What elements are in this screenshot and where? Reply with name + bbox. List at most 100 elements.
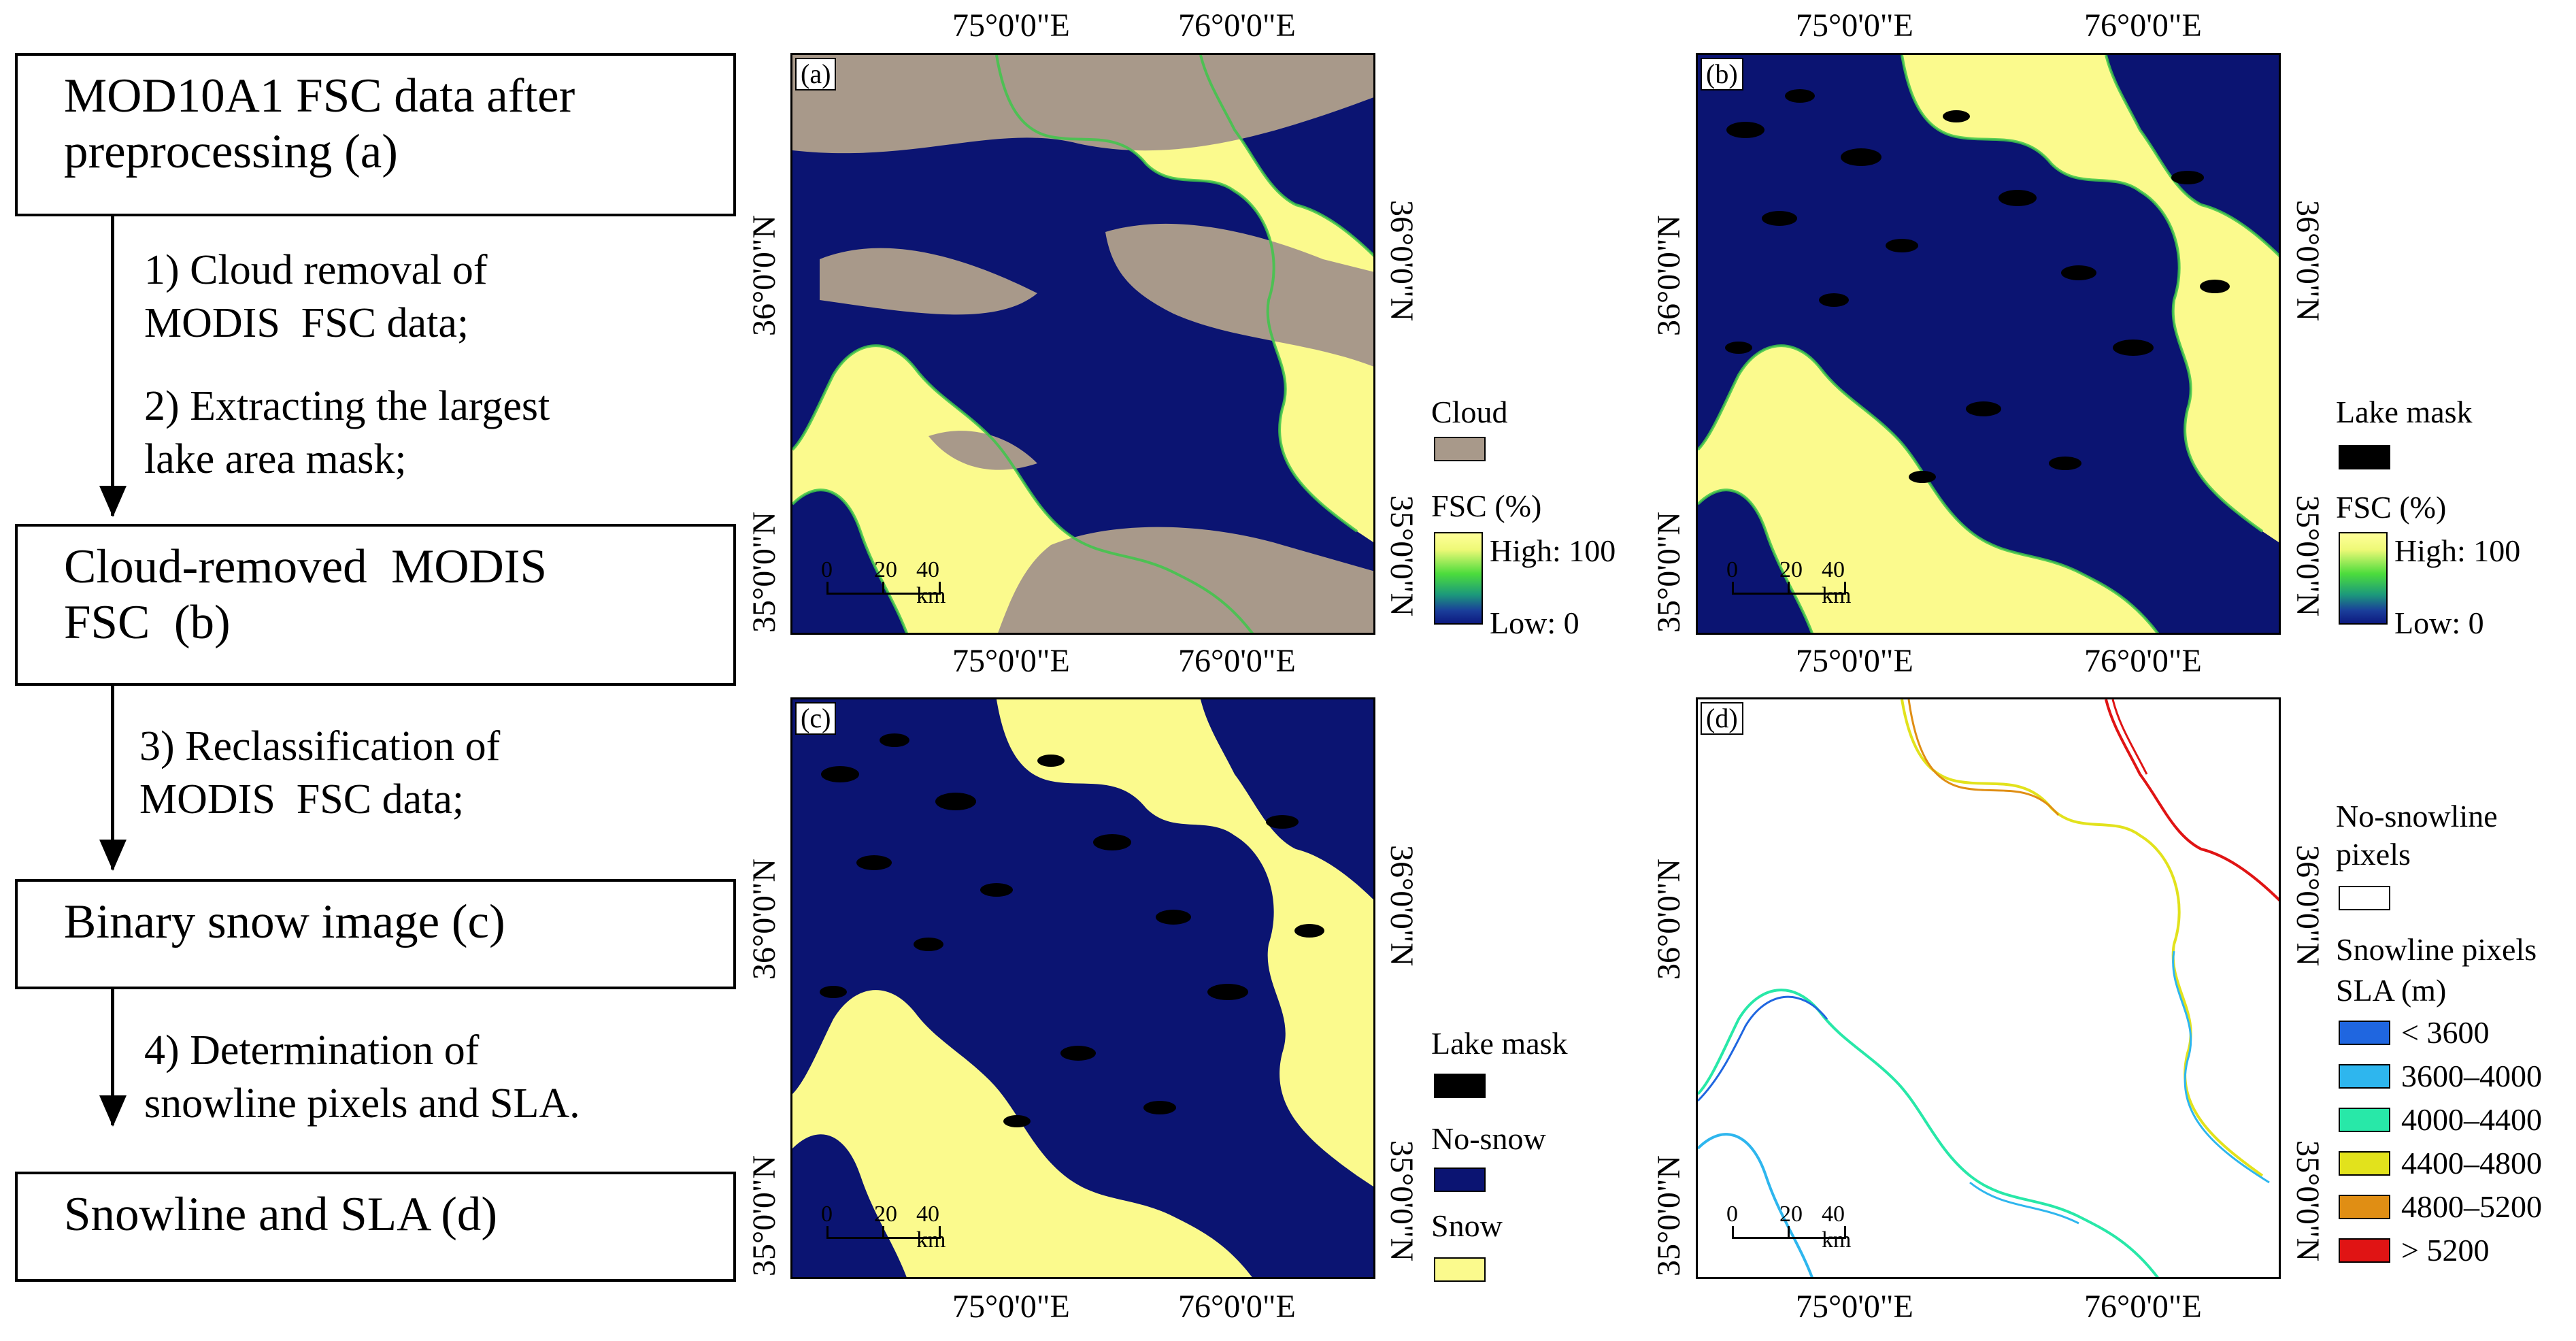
legend-d-swatch-4 <box>2339 1195 2390 1219</box>
legend-c-snow-swatch <box>1434 1257 1486 1282</box>
legend-a-cloud-swatch <box>1434 437 1486 461</box>
lon-bot-d-1: 75°0'0"E <box>1796 1289 1913 1325</box>
legend-a-fsc-ramp <box>1434 532 1483 625</box>
lon-bot-b-1: 75°0'0"E <box>1796 643 1913 679</box>
panel-c-tag: (c) <box>795 702 837 735</box>
lat-right-a-1: 36°0'0"N <box>1384 200 1420 322</box>
legend-c-snow-label: Snow <box>1431 1208 1503 1243</box>
scalebar-b-0: 0 <box>1726 557 1738 582</box>
legend-b-low: Low: 0 <box>2394 606 2484 640</box>
legend-d-class-label-4: 4800–5200 <box>2401 1189 2542 1224</box>
flow-box-a: MOD10A1 FSC data after preprocessing (a) <box>15 53 736 216</box>
lat-right-d-2: 35°0'0"N <box>2290 1140 2326 1262</box>
map-panel-b: (b) 0 20 40 km <box>1696 53 2281 635</box>
scalebar-b-20: 20 <box>1779 557 1803 582</box>
step-1: 1) Cloud removal of MODIS FSC data; <box>144 247 488 346</box>
arrow-3 <box>99 989 127 1127</box>
legend-d-class-label-1: 3600–4000 <box>2401 1059 2542 1093</box>
legend-a-low: Low: 0 <box>1490 606 1579 640</box>
lon-bot-d-2: 76°0'0"E <box>2084 1289 2202 1325</box>
map-c-raster <box>792 699 1373 1277</box>
legend-b-lake-label: Lake mask <box>2336 395 2473 429</box>
lon-top-b-2: 76°0'0"E <box>2084 7 2202 44</box>
flow-box-a-text: MOD10A1 FSC data after preprocessing (a) <box>64 69 588 178</box>
lat-right-b-1: 36°0'0"N <box>2290 200 2326 322</box>
legend-c-nosnow-label: No-snow <box>1431 1121 1546 1156</box>
step-3: 3) Reclassification of MODIS FSC data; <box>139 723 501 823</box>
lon-top-a-2: 76°0'0"E <box>1178 7 1296 44</box>
scalebar-c: 0 20 40 km <box>814 1202 950 1253</box>
legend-c-nosnow-swatch <box>1434 1168 1486 1192</box>
flow-box-c-text: Binary snow image (c) <box>64 895 505 948</box>
scalebar-c-0: 0 <box>821 1202 833 1227</box>
lat-left-a-1: 36°0'0"N <box>746 214 782 336</box>
lat-left-d-2: 35°0'0"N <box>1651 1155 1687 1276</box>
scalebar-d-0: 0 <box>1726 1202 1738 1227</box>
legend-d-class-label-5: > 5200 <box>2401 1233 2490 1268</box>
lat-left-b-1: 36°0'0"N <box>1651 214 1687 336</box>
flow-box-d-text: Snowline and SLA (d) <box>64 1188 497 1241</box>
scalebar-d: 0 20 40 km <box>1720 1202 1856 1253</box>
step-4: 4) Determination of snowline pixels and … <box>144 1027 580 1127</box>
lon-bot-a-1: 75°0'0"E <box>952 643 1070 679</box>
legend-d-swatch-1 <box>2339 1064 2390 1089</box>
arrow-2 <box>99 686 127 871</box>
legend-d-class-label-0: < 3600 <box>2401 1015 2490 1050</box>
lon-bot-a-2: 76°0'0"E <box>1178 643 1296 679</box>
legend-a-high: High: 100 <box>1490 533 1616 568</box>
legend-d-swatch-5 <box>2339 1238 2390 1263</box>
panel-a-tag: (a) <box>795 58 837 90</box>
legend-d-class-label-2: 4000–4400 <box>2401 1102 2542 1137</box>
step-2: 2) Extracting the largest lake area mask… <box>144 383 550 482</box>
flow-box-d: Snowline and SLA (d) <box>15 1172 736 1282</box>
panel-b-tag: (b) <box>1701 58 1743 90</box>
map-d-raster <box>1698 699 2279 1277</box>
flow-box-c: Binary snow image (c) <box>15 879 736 989</box>
map-panel-d: (d) 0 20 40 km <box>1696 697 2281 1279</box>
lat-left-d-1: 36°0'0"N <box>1651 858 1687 980</box>
legend-d-swatch-0 <box>2339 1021 2390 1045</box>
legend-d-snowline-label: Snowline pixels <box>2336 932 2537 967</box>
legend-a-cloud-label: Cloud <box>1431 395 1508 429</box>
lon-bot-c-2: 76°0'0"E <box>1178 1289 1296 1325</box>
lat-left-c-1: 36°0'0"N <box>746 858 782 980</box>
lon-bot-b-2: 76°0'0"E <box>2084 643 2202 679</box>
panel-d-tag: (d) <box>1701 702 1743 735</box>
map-panel-c: (c) 0 20 40 km <box>790 697 1375 1279</box>
legend-b-fsc-label: FSC (%) <box>2336 490 2447 525</box>
legend-d-class-label-3: 4400–4800 <box>2401 1146 2542 1180</box>
lat-left-b-2: 35°0'0"N <box>1651 511 1687 633</box>
lat-left-a-2: 35°0'0"N <box>746 511 782 633</box>
lat-right-a-2: 35°0'0"N <box>1384 495 1420 617</box>
scalebar-c-20: 20 <box>874 1202 897 1227</box>
flow-box-b-text: Cloud-removed MODIS FSC (b) <box>64 540 547 649</box>
lat-right-c-1: 36°0'0"N <box>1384 845 1420 967</box>
map-a-raster <box>792 55 1373 633</box>
legend-c-lake-label: Lake mask <box>1431 1026 1568 1061</box>
lon-top-a-1: 75°0'0"E <box>952 7 1070 44</box>
legend-d-swatch-2 <box>2339 1108 2390 1132</box>
legend-d-nosnowline-swatch <box>2339 886 2390 910</box>
scalebar-c-40: 40 km <box>916 1202 946 1253</box>
scalebar-a-20: 20 <box>874 557 897 582</box>
legend-b-high: High: 100 <box>2394 533 2521 568</box>
scalebar-d-20: 20 <box>1779 1202 1803 1227</box>
legend-b-lake-swatch <box>2339 445 2390 469</box>
legend-c-lake-swatch <box>1434 1074 1486 1098</box>
map-b-raster <box>1698 55 2279 633</box>
scalebar-b: 0 20 40 km <box>1720 557 1856 608</box>
lat-right-c-2: 35°0'0"N <box>1384 1140 1420 1262</box>
lat-right-d-1: 36°0'0"N <box>2290 845 2326 967</box>
legend-b-fsc-ramp <box>2339 532 2388 625</box>
scalebar-b-40: 40 km <box>1822 557 1852 608</box>
arrow-1 <box>99 216 127 517</box>
legend-d-sla-label: SLA (m) <box>2336 973 2447 1008</box>
lat-right-b-2: 35°0'0"N <box>2290 495 2326 617</box>
scalebar-a-0: 0 <box>821 557 833 582</box>
lon-bot-c-1: 75°0'0"E <box>952 1289 1070 1325</box>
flow-box-b: Cloud-removed MODIS FSC (b) <box>15 524 736 686</box>
legend-d-nosnowline-label: No-snowline pixels <box>2336 799 2498 872</box>
scalebar-a-40: 40 km <box>916 557 946 608</box>
legend-d-swatch-3 <box>2339 1151 2390 1176</box>
map-panel-a: (a) 0 20 40 km <box>790 53 1375 635</box>
